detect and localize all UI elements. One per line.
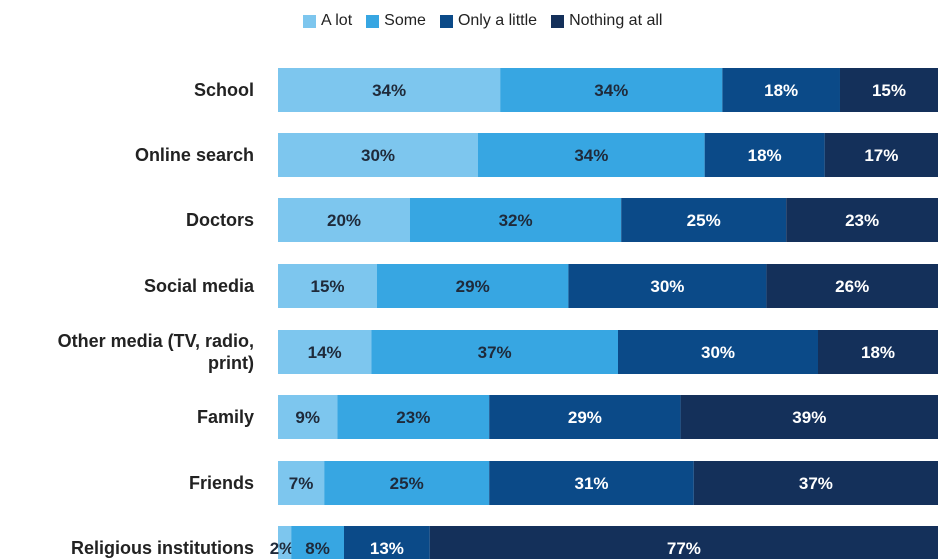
legend-swatch-a-lot [303, 14, 316, 28]
value-label-religious-institutions-a-lot: 2% [270, 539, 295, 558]
bar-segment-other-media-tv-radio-print-nothing-at-all [818, 330, 938, 374]
value-label-social-media-some: 29% [456, 277, 490, 296]
legend-swatch-some [366, 14, 380, 28]
bar-segment-friends-a-lot [278, 461, 325, 505]
value-label-school-a-lot: 34% [372, 81, 406, 100]
bar-segment-doctors-nothing-at-all [786, 198, 938, 242]
legend-label-nothing-at-all: Nothing at all [569, 12, 663, 29]
legend-item-some: Some [366, 12, 426, 30]
value-label-doctors-a-lot: 20% [327, 211, 361, 230]
category-label-other-media-tv-radio-print-line-2: print) [208, 353, 254, 373]
legend-swatch-nothing-at-all [551, 14, 565, 28]
bar-segment-other-media-tv-radio-print-a-lot [278, 330, 372, 374]
legend-label-some: Some [384, 12, 426, 29]
value-label-school-only-a-little: 18% [764, 81, 798, 100]
category-label-other-media-tv-radio-print-line-1: Other media (TV, radio, [58, 331, 254, 351]
value-label-doctors-nothing-at-all: 23% [845, 211, 879, 230]
value-label-family-only-a-little: 29% [568, 408, 602, 427]
value-label-friends-some: 25% [390, 474, 424, 493]
bar-segment-online-search-nothing-at-all [824, 133, 938, 177]
value-label-friends-a-lot: 7% [289, 474, 314, 493]
bar-segment-school-only-a-little [722, 68, 840, 112]
legend: A lot Some Only a little Nothing at all [303, 12, 662, 30]
legend-swatch-only-a-little [439, 14, 453, 28]
bar-segment-friends-only-a-little [489, 461, 694, 505]
bar-segment-family-some [337, 395, 490, 439]
bar-segment-other-media-tv-radio-print-some [371, 330, 618, 374]
value-label-friends-only-a-little: 31% [574, 474, 608, 493]
value-label-religious-institutions-only-a-little: 13% [370, 539, 404, 558]
bar-segment-social-media-only-a-little [568, 264, 767, 308]
bar-segment-doctors-only-a-little [621, 198, 787, 242]
value-label-family-nothing-at-all: 39% [792, 408, 826, 427]
value-label-social-media-nothing-at-all: 26% [835, 277, 869, 296]
category-label-social-media: Social media [144, 276, 255, 296]
value-label-doctors-some: 32% [499, 211, 533, 230]
category-label-religious-institutions: Religious institutions [71, 538, 254, 558]
bar-segment-social-media-some [377, 264, 569, 308]
legend-item-nothing-at-all: Nothing at all [551, 12, 662, 30]
bar-segment-doctors-a-lot [278, 198, 410, 242]
bar-segment-social-media-a-lot [278, 264, 377, 308]
value-label-online-search-nothing-at-all: 17% [864, 146, 898, 165]
category-label-friends: Friends [189, 473, 254, 493]
value-label-school-nothing-at-all: 15% [872, 81, 906, 100]
bar-segment-family-only-a-little [489, 395, 681, 439]
bar-segment-online-search-only-a-little [704, 133, 825, 177]
legend-item-only-a-little: Only a little [439, 12, 538, 30]
category-label-doctors: Doctors [186, 210, 254, 230]
category-label-school: School [194, 80, 254, 100]
value-label-friends-nothing-at-all: 37% [799, 474, 833, 493]
value-label-online-search-only-a-little: 18% [748, 146, 782, 165]
bar-segment-family-a-lot [278, 395, 338, 439]
value-label-school-some: 34% [594, 81, 628, 100]
bar-segment-online-search-a-lot [278, 133, 478, 177]
value-label-online-search-some: 34% [574, 146, 608, 165]
bar-segment-religious-institutions-some [291, 526, 344, 559]
bar-segment-doctors-some [410, 198, 622, 242]
value-label-social-media-a-lot: 15% [310, 277, 344, 296]
bar-segment-online-search-some [478, 133, 705, 177]
bar-segment-friends-some [324, 461, 490, 505]
legend-label-only-a-little: Only a little [457, 12, 538, 29]
bar-segment-other-media-tv-radio-print-only-a-little [618, 330, 818, 374]
bar-segment-religious-institutions-nothing-at-all [429, 526, 938, 559]
value-label-family-a-lot: 9% [295, 408, 320, 427]
legend-item-a-lot: A lot [303, 12, 352, 30]
category-label-online-search: Online search [135, 145, 254, 165]
category-label-family: Family [197, 407, 254, 427]
bar-segment-family-nothing-at-all [680, 395, 938, 439]
bar-segment-religious-institutions-only-a-little [344, 526, 430, 559]
value-label-family-some: 23% [396, 408, 430, 427]
legend-label-a-lot: A lot [321, 12, 353, 29]
value-label-religious-institutions-some: 8% [305, 539, 330, 558]
bar-segment-school-nothing-at-all [839, 68, 938, 112]
value-label-online-search-a-lot: 30% [361, 146, 395, 165]
value-label-social-media-only-a-little: 30% [650, 277, 684, 296]
value-label-doctors-only-a-little: 25% [687, 211, 721, 230]
bar-segment-friends-nothing-at-all [693, 461, 938, 505]
value-label-other-media-tv-radio-print-a-lot: 14% [308, 343, 342, 362]
value-label-other-media-tv-radio-print-nothing-at-all: 18% [861, 343, 895, 362]
bar-segment-social-media-nothing-at-all [766, 264, 938, 308]
value-label-religious-institutions-nothing-at-all: 77% [667, 539, 701, 558]
bar-segment-religious-institutions-a-lot [278, 526, 292, 559]
bar-segment-school-a-lot [278, 68, 501, 112]
bar-segment-school-some [500, 68, 723, 112]
value-label-other-media-tv-radio-print-only-a-little: 30% [701, 343, 735, 362]
value-label-other-media-tv-radio-print-some: 37% [478, 343, 512, 362]
